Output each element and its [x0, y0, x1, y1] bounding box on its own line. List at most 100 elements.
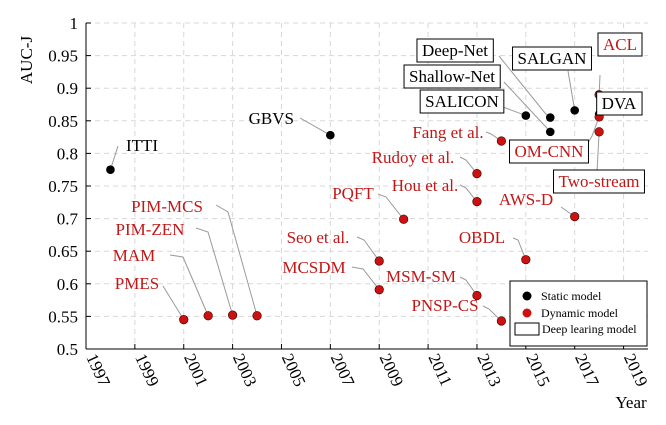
- legend-box-marker: [514, 322, 540, 336]
- y-tick-label: 0.7: [57, 210, 79, 229]
- data-point-dynamic: [594, 127, 604, 137]
- point-label: Rudoy et al.: [372, 148, 455, 167]
- point-label: PIM-ZEN: [116, 220, 185, 239]
- leader-line: [512, 237, 527, 260]
- point-label: PIM-MCS: [131, 197, 203, 216]
- y-tick-label: 1: [70, 14, 79, 33]
- leader-line: [162, 285, 185, 320]
- data-point-dynamic: [521, 255, 531, 265]
- point-label: GBVS: [249, 109, 294, 128]
- data-point-dynamic: [570, 212, 580, 222]
- data-point-dynamic: [399, 214, 409, 224]
- point-label: Hou et al.: [392, 176, 459, 195]
- legend-static-marker: [522, 291, 532, 301]
- point-label: OBDL: [459, 228, 505, 247]
- data-point-dynamic: [472, 169, 482, 179]
- data-point-static: [570, 106, 579, 115]
- y-tick-label: 0.6: [57, 275, 78, 294]
- y-tick-label: 0.55: [48, 307, 78, 326]
- legend-dynamic-marker: [522, 308, 532, 318]
- point-label: Deep-Net: [422, 41, 488, 60]
- data-point-dynamic: [252, 311, 262, 321]
- x-tick-label: 2009: [376, 351, 408, 390]
- data-point-dynamic: [496, 316, 506, 326]
- x-tick-labels: 1997 1999 2001 2003 2005 2007 2009 2011 2013 2015…: [82, 344, 652, 390]
- point-label: Two-stream: [559, 172, 640, 191]
- leader-line: [195, 227, 234, 316]
- y-tick-label: 0.8: [57, 144, 78, 163]
- deep-model-box: [597, 32, 643, 57]
- leader-line: [356, 236, 380, 262]
- data-point-static: [545, 113, 555, 122]
- data-point-static: [545, 127, 555, 137]
- data-point-static: [106, 165, 115, 174]
- x-tick-label: 2003: [229, 351, 261, 390]
- leader-line: [459, 156, 478, 174]
- x-tick-label: 1999: [131, 351, 163, 390]
- legend-dynamic-label: Dynamic model: [541, 306, 619, 320]
- deep-model-box: [553, 169, 645, 194]
- x-tick-label: 2001: [180, 351, 212, 390]
- deep-model-box: [403, 64, 501, 89]
- data-point-dynamic: [472, 290, 482, 301]
- point-label: SALICON: [425, 92, 499, 111]
- point-label: Seo et al.: [287, 228, 350, 247]
- data-point-static: [326, 130, 335, 140]
- leader-line: [377, 193, 405, 220]
- leader-line: [482, 305, 502, 322]
- data-point-dynamic: [374, 256, 384, 266]
- x-tick-label: 2007: [327, 351, 359, 390]
- point-label: PMES: [115, 274, 159, 293]
- point-label: ACL: [603, 35, 637, 54]
- leader-line: [459, 184, 478, 202]
- data-point-dynamic: [203, 311, 213, 321]
- data-point-dynamic: [228, 310, 238, 320]
- point-label: MCSDM: [282, 258, 345, 277]
- point-label: MSM-SM: [386, 267, 456, 286]
- y-tick-label: 0.9: [57, 79, 78, 98]
- point-label: Shallow-Net: [409, 67, 495, 86]
- point-label: AWS-D: [499, 190, 553, 209]
- deep-model-box: [419, 89, 505, 114]
- y-tick-label: 0.5: [57, 340, 78, 359]
- x-tick-label: 2005: [278, 351, 310, 390]
- y-tick-label: 0.65: [48, 242, 78, 261]
- legend-static-label: Static model: [541, 289, 602, 303]
- x-tick-label: 2011: [424, 351, 455, 389]
- y-tick-label: 0.85: [48, 112, 78, 131]
- leader-line: [351, 266, 380, 290]
- y-tick-label: 0.75: [48, 177, 78, 196]
- leader-line: [596, 131, 600, 173]
- x-tick-label: 2017: [571, 351, 603, 390]
- point-label: PQFT: [332, 184, 374, 203]
- x-tick-label: 1997: [82, 351, 114, 390]
- x-tick-label: 2015: [522, 351, 554, 390]
- data-point-dynamic: [496, 136, 506, 146]
- x-tick-label: 2013: [473, 351, 505, 390]
- leader-line: [215, 204, 258, 316]
- deep-model-box: [596, 91, 643, 116]
- leader-line: [503, 81, 551, 133]
- data-point-dynamic: [472, 197, 482, 207]
- point-label: OM-CNN: [515, 142, 584, 161]
- deep-model-box: [512, 46, 592, 71]
- legend: Static model Dynamic model Deep learing …: [509, 280, 648, 347]
- point-label: Fang et al.: [412, 123, 483, 142]
- y-axis-label: AUC-J: [17, 36, 36, 85]
- point-labels: ITTI GBVS SALICON Shallow-Net Deep-Net SALGAN…: [113, 32, 645, 315]
- deep-model-box: [509, 139, 589, 164]
- data-point-static: [521, 111, 531, 120]
- x-axis-label: Year: [615, 393, 647, 412]
- legend-box-label: Deep learing model: [542, 322, 637, 336]
- data-point-dynamic: [179, 315, 189, 325]
- point-label: PNSP-CS: [411, 296, 478, 315]
- point-label: DVA: [602, 94, 637, 113]
- leader-line: [567, 70, 576, 111]
- deep-model-box: [416, 38, 494, 63]
- data-point-dynamic: [374, 285, 384, 295]
- point-label: MAM: [113, 246, 156, 265]
- point-label: ITTI: [126, 136, 158, 155]
- y-tick-labels: 0.5 0.55 0.6 0.65 0.7 0.75 0.8 0.85 0.9 0.95 1: [48, 14, 91, 359]
- leader-line: [459, 276, 478, 296]
- x-tick-label: 2019: [620, 351, 652, 390]
